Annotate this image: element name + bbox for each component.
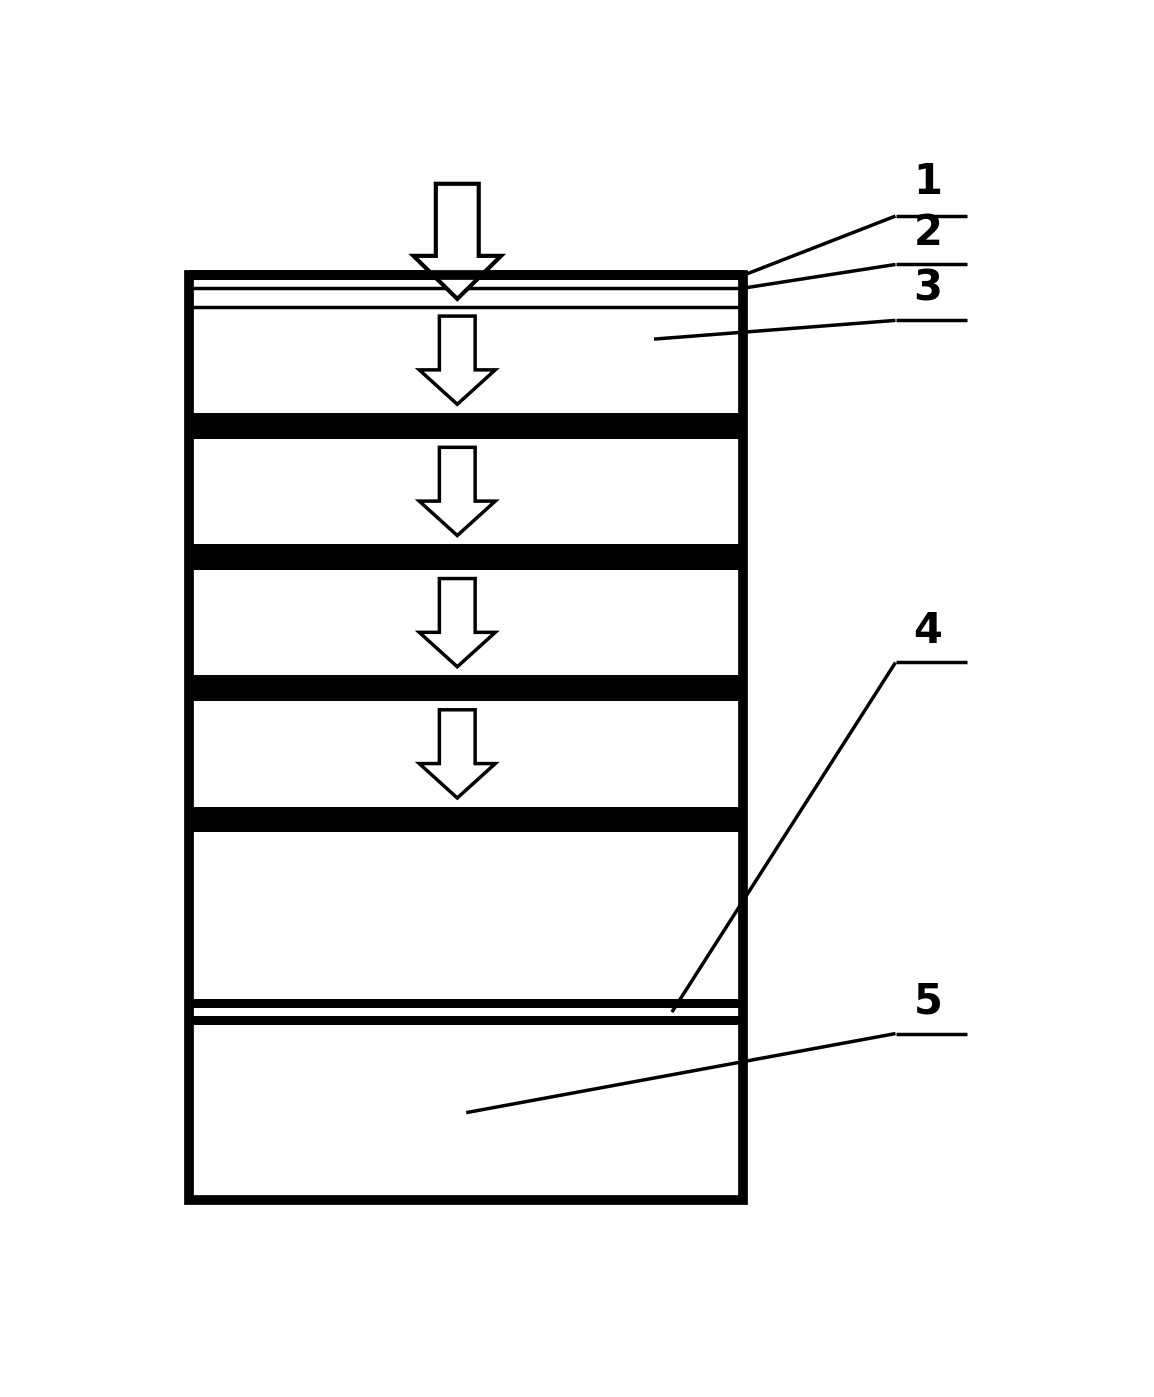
Polygon shape [419,578,495,666]
Polygon shape [419,447,495,535]
Text: 3: 3 [914,268,943,310]
Bar [189,275,743,1200]
Text: 4: 4 [914,609,943,651]
Text: 5: 5 [914,981,943,1023]
Polygon shape [413,184,501,299]
Bar [189,414,743,439]
Bar [189,545,743,570]
Bar [189,675,743,701]
Text: 2: 2 [914,212,943,254]
Polygon shape [419,316,495,404]
Polygon shape [419,710,495,798]
Text: 1: 1 [914,161,943,203]
Bar [189,1017,743,1025]
Bar [189,999,743,1007]
Bar [189,806,743,833]
